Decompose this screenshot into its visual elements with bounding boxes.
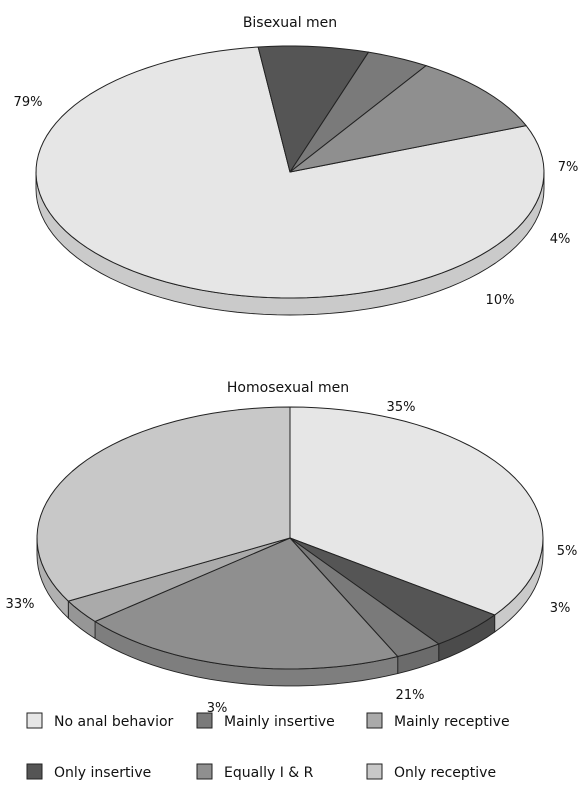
slice-label-only-insertive: 5%	[557, 544, 578, 559]
slice-label-mainly-insertive: 4%	[550, 232, 571, 247]
legend-swatch-only-insertive	[26, 763, 43, 780]
pie-side-walls	[36, 537, 544, 687]
slice-label-equally-i-and-r: 10%	[486, 293, 515, 308]
pie-slice-equally-i-and-r	[94, 537, 399, 670]
legend-label-only-insertive: Only insertive	[54, 765, 151, 781]
legend-swatch-equally-i-and-r	[196, 763, 213, 780]
legend-label-no-anal-behavior: No anal behavior	[54, 714, 174, 730]
legend-item-only-insertive: Only insertive	[26, 763, 151, 781]
legend-item-only-receptive: Only receptive	[366, 763, 496, 781]
slice-label-equally-i-and-r: 21%	[396, 688, 425, 703]
pie-top-faces	[35, 45, 545, 299]
legend-item-equally-i-and-r: Equally I & R	[196, 763, 314, 781]
legend-item-mainly-receptive: Mainly receptive	[366, 712, 510, 730]
legend-item-no-anal-behavior: No anal behavior	[26, 712, 174, 730]
chart-title-bisexual: Bisexual men	[243, 15, 337, 31]
legend-label-mainly-receptive: Mainly receptive	[394, 714, 510, 730]
legend-label-equally-i-and-r: Equally I & R	[224, 765, 314, 781]
slice-label-only-insertive: 7%	[558, 160, 579, 175]
legend-label-mainly-insertive: Mainly insertive	[224, 714, 335, 730]
slice-label-no-anal-behavior: 35%	[387, 400, 416, 415]
legend-swatch-mainly-receptive	[366, 712, 383, 729]
pie-top-faces	[36, 406, 544, 670]
pie-slice-only-insertive	[257, 45, 369, 173]
slice-label-no-anal-behavior: 79%	[14, 95, 43, 110]
slice-label-mainly-insertive: 3%	[550, 601, 571, 616]
legend-item-mainly-insertive: Mainly insertive	[196, 712, 335, 730]
legend-swatch-no-anal-behavior	[26, 712, 43, 729]
pie-slice-mainly-insertive	[289, 51, 427, 173]
pie-slice-equally-i-and-r	[289, 65, 527, 173]
homosexual-men-pie: Homosexual men 35% 5% 3% 21% 3% 33%	[6, 380, 578, 716]
bisexual-men-pie: Bisexual men 79% 7% 4% 10%	[14, 15, 579, 316]
slice-label-mainly-receptive: 3%	[207, 701, 228, 716]
pie-slice-no-anal-behavior	[289, 406, 544, 616]
legend-label-only-receptive: Only receptive	[394, 765, 496, 781]
slice-label-only-receptive: 33%	[6, 597, 35, 612]
legend: No anal behavior Mainly insertive Mainly r…	[26, 712, 510, 781]
chart-title-homosexual: Homosexual men	[227, 380, 349, 396]
pie-slice-only-insertive	[289, 537, 496, 645]
legend-swatch-mainly-insertive	[196, 712, 213, 729]
pie-slice-only-receptive	[36, 406, 291, 602]
legend-swatch-only-receptive	[366, 763, 383, 780]
